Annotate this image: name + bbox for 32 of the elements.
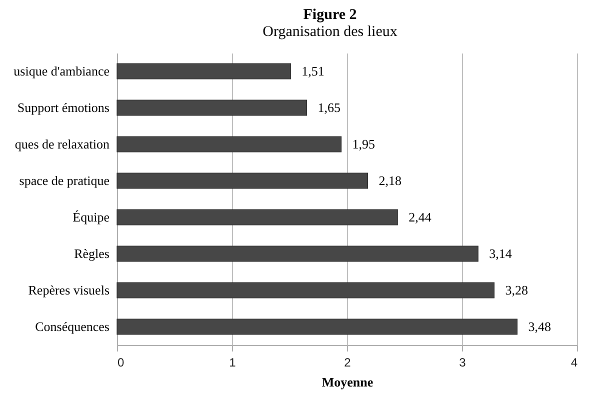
x-tick-label: 2: [344, 356, 352, 370]
data-label: 1,65: [318, 100, 340, 115]
data-label: 2,44: [408, 209, 432, 224]
y-tick-label: Support émotions: [17, 100, 110, 115]
bar: [116, 209, 398, 226]
bar: [116, 246, 478, 262]
data-label: 2,18: [378, 172, 402, 188]
data-label: 1,51: [302, 63, 324, 78]
x-axis-title: Moyenne: [322, 374, 374, 390]
y-tick-label: usique d'ambiance: [14, 63, 110, 78]
bar: [116, 318, 518, 335]
data-label: 3,28: [505, 282, 528, 298]
x-tick-label: 0: [118, 356, 124, 370]
y-tick-label: Conséquences: [35, 318, 110, 334]
x-tick-label: 1: [229, 356, 236, 370]
data-label: 1,95: [352, 136, 375, 152]
x-tick-label: 3: [459, 356, 466, 370]
bar: [116, 136, 342, 152]
data-label: 3,48: [528, 318, 551, 334]
bar: [116, 172, 368, 189]
y-tick-label: Règles: [74, 246, 110, 261]
y-tick-label: Équipe: [72, 209, 110, 224]
y-tick-label: Repères visuels: [28, 282, 110, 298]
y-tick-label: space de pratique: [19, 172, 110, 188]
bar: [116, 282, 494, 298]
x-tick-label: 4: [570, 356, 578, 370]
chart-title: Figure 2: [303, 7, 357, 23]
bar: [116, 100, 308, 116]
bar: [116, 63, 291, 80]
chart-subtitle: Organisation des lieux: [262, 24, 398, 40]
data-label: 3,14: [489, 246, 512, 261]
y-tick-label: ques de relaxation: [14, 136, 110, 152]
